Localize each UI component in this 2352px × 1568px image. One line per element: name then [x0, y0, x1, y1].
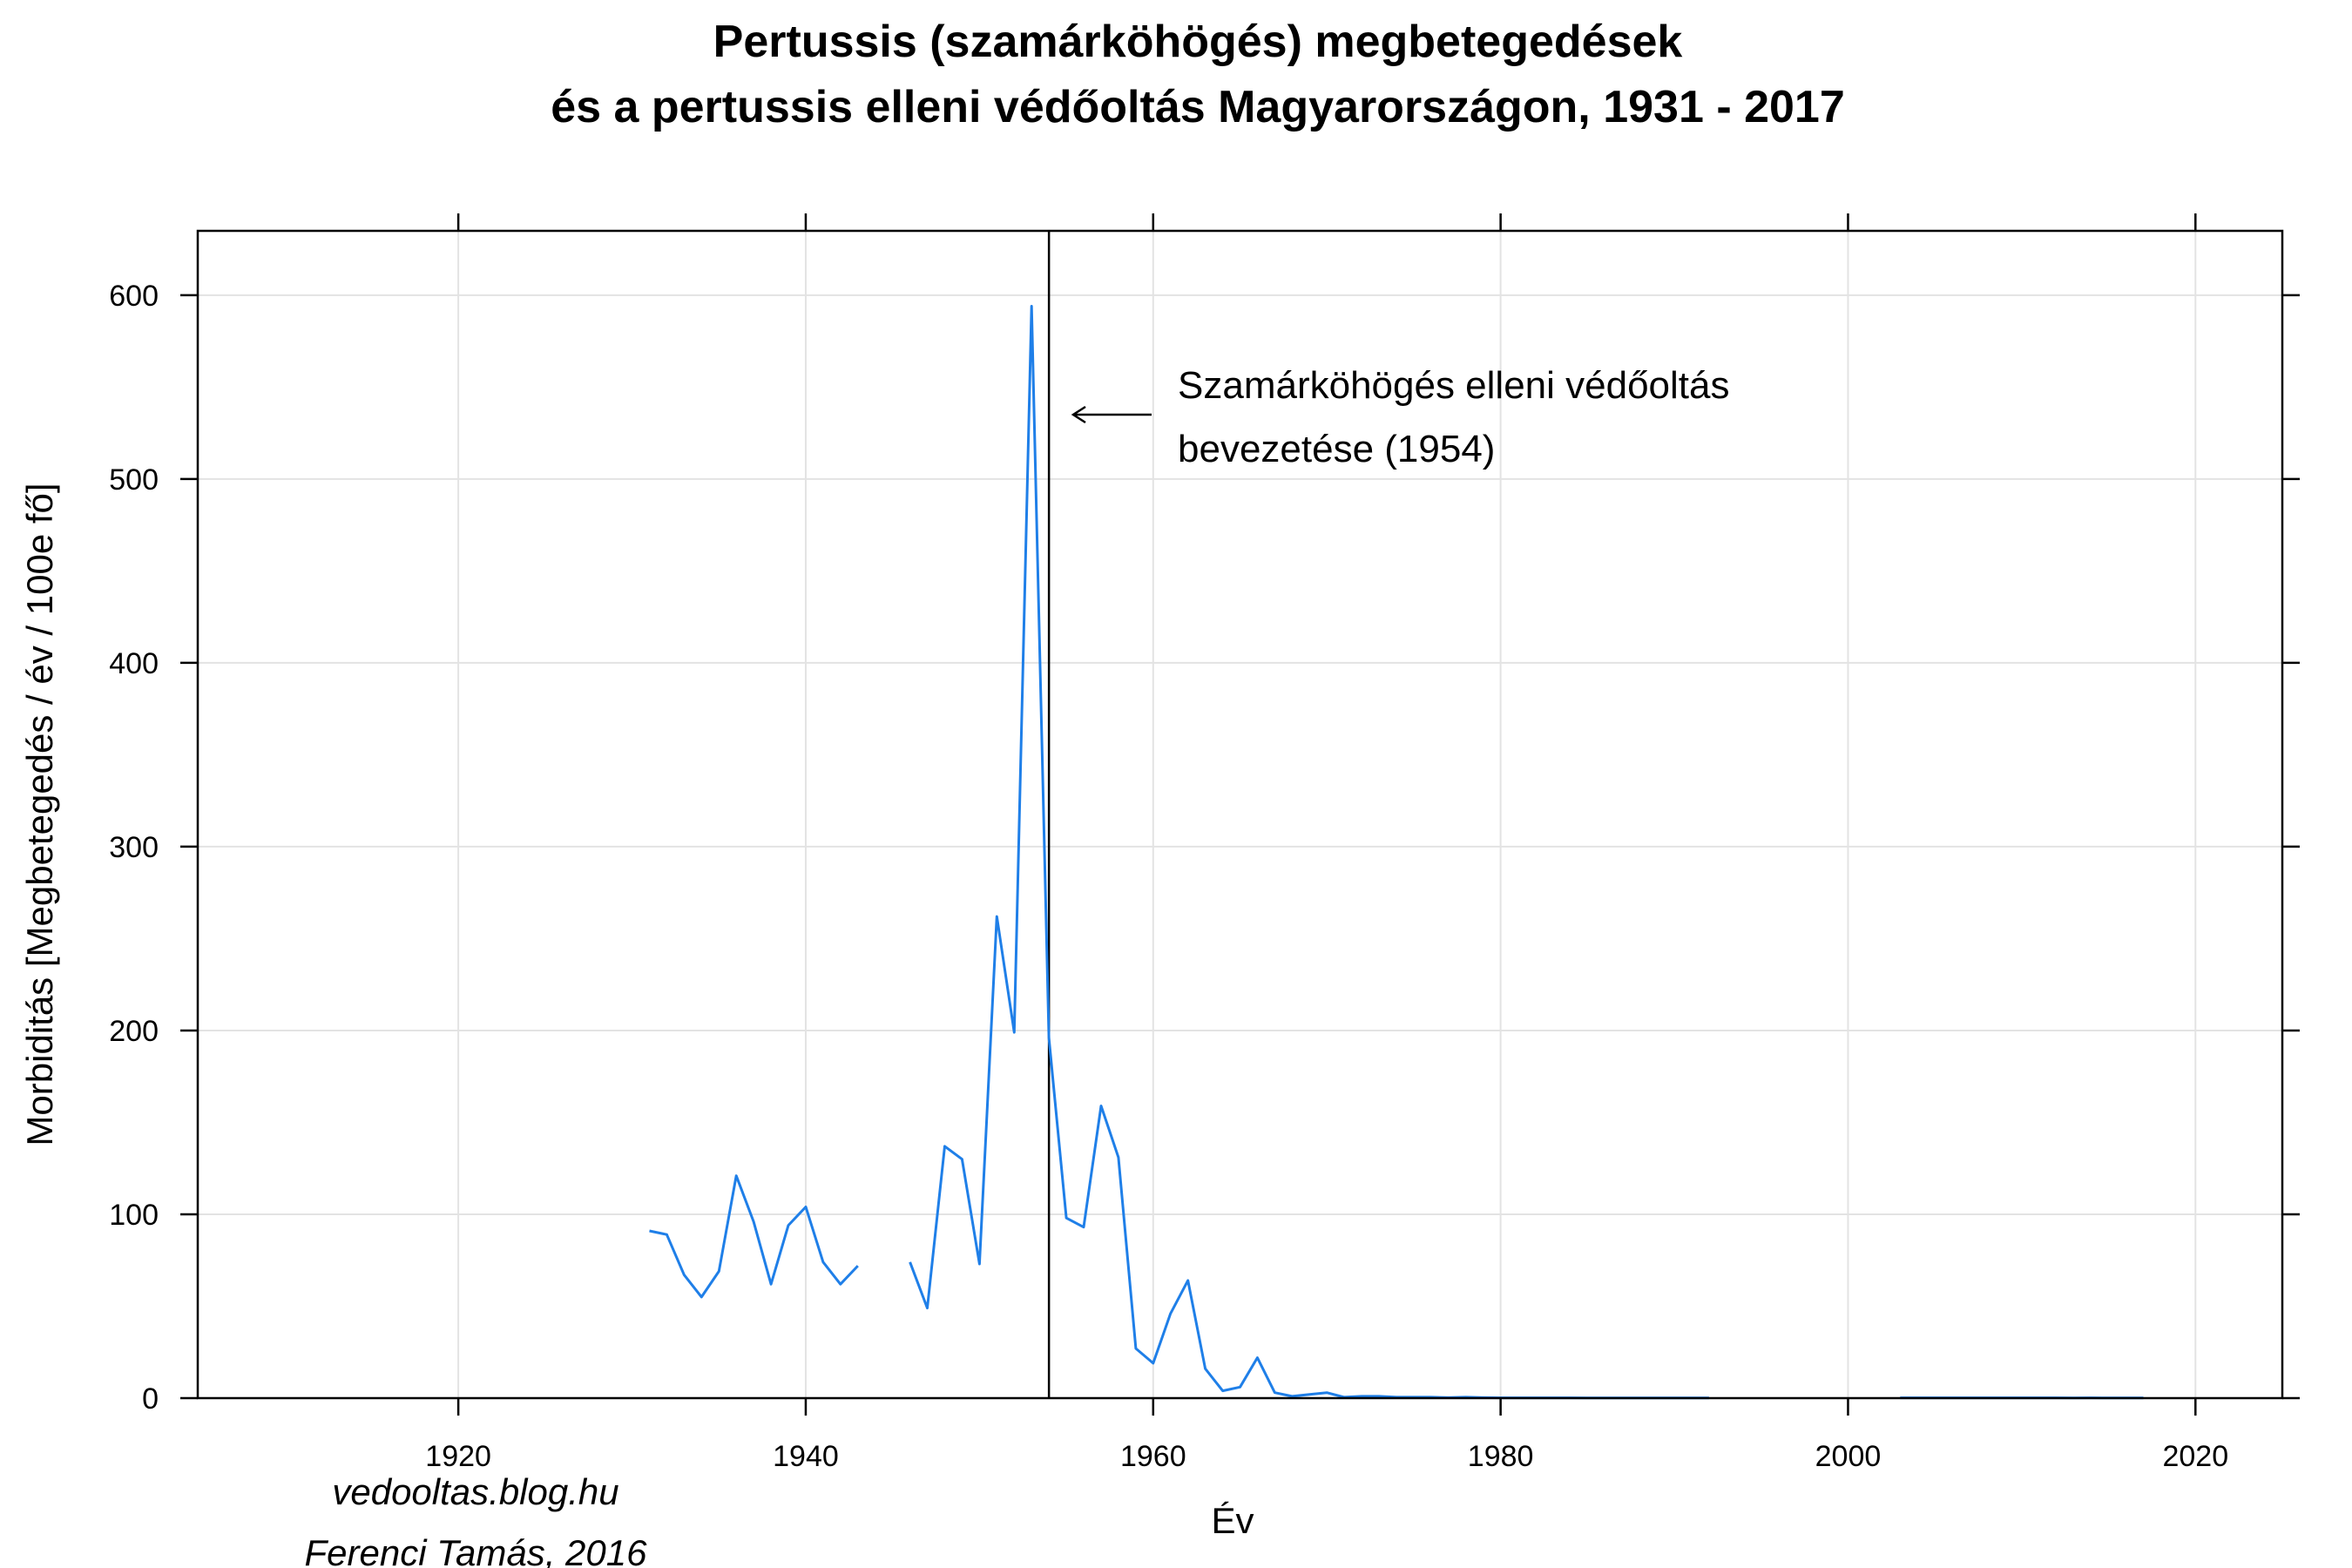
chart-subtitle: és a pertussis elleni védőoltás Magyaror… [551, 82, 1845, 132]
y-tick-label-500: 500 [109, 463, 159, 497]
x-tick-label-1940: 1940 [773, 1440, 839, 1473]
x-axis-title: Év [1211, 1500, 1254, 1541]
y-tick-label-200: 200 [109, 1015, 159, 1048]
y-tick-label-100: 100 [109, 1199, 159, 1232]
y-tick-label-0: 0 [142, 1382, 159, 1416]
plot-frame [196, 229, 2284, 1400]
x-tick-label-2020: 2020 [2162, 1440, 2228, 1473]
grid-lines [198, 231, 2282, 1399]
x-tick-label-1920: 1920 [425, 1440, 491, 1473]
y-axis-title: Morbiditás [Megbetegedés / év / 100e fő] [19, 483, 60, 1146]
credit-author: Ferenci Tamás, 2016 [305, 1532, 648, 1568]
annotation: Szamárköhögés elleni védőoltás bevezetés… [1071, 364, 1730, 470]
x-tick-label-1960: 1960 [1120, 1440, 1186, 1473]
x-tick-label-2000: 2000 [1815, 1440, 1882, 1473]
annotation-arrow-head [1071, 405, 1086, 424]
y-tick-label-600: 600 [109, 280, 159, 313]
chart-title: Pertussis (szamárköhögés) megbetegedések [713, 17, 1683, 67]
tick-labels: 1920 1940 1960 1980 2000 2020 0 100 200 300 400 500… [109, 280, 2228, 1473]
x-tick-label-1980: 1980 [1468, 1440, 1534, 1473]
series-0-segment-0 [649, 1174, 859, 1299]
annotation-text-line2: bevezetése (1954) [1178, 428, 1495, 470]
credit-blog: vedooltas.blog.hu [332, 1471, 618, 1512]
y-tick-label-400: 400 [109, 647, 159, 680]
annotation-text-line1: Szamárköhögés elleni védőoltás [1178, 364, 1730, 407]
y-tick-label-300: 300 [109, 831, 159, 864]
axis-ticks [180, 213, 2300, 1416]
